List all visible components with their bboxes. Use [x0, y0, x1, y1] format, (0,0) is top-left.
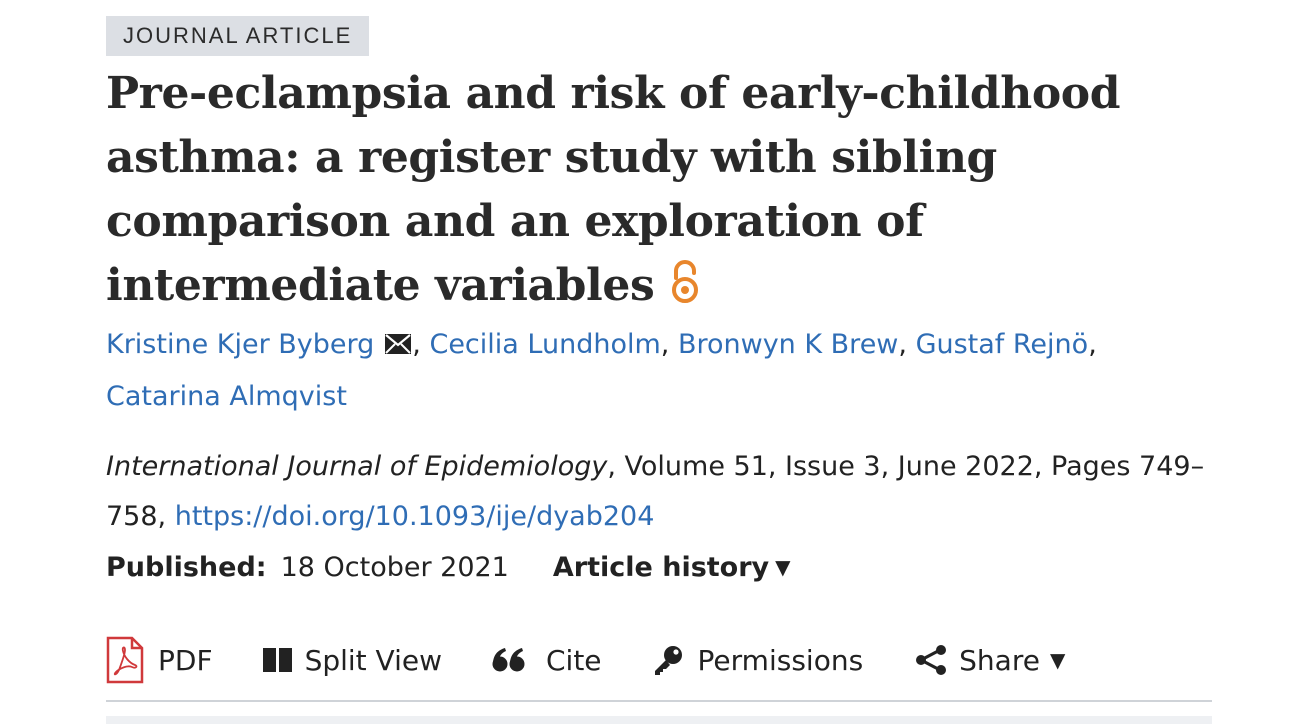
article-toolbar: PDF Split View Cite Permissions: [106, 632, 1065, 688]
share-button[interactable]: Share ▼: [915, 644, 1065, 677]
publication-info: Published: 18 October 2021 Article history…: [106, 542, 791, 592]
author-link[interactable]: Catarina Almqvist: [106, 381, 347, 412]
content-band: [106, 716, 1212, 724]
pdf-label: PDF: [158, 643, 213, 677]
published-label: Published:: [106, 552, 267, 583]
share-icon: [915, 645, 947, 675]
author-link[interactable]: Bronwyn K Brew: [677, 329, 899, 360]
doi-link[interactable]: https://doi.org/10.1093/ije/dyab204: [174, 501, 655, 532]
article-title-text: Pre-eclampsia and risk of early-childhoo…: [106, 68, 1121, 311]
split-view-button[interactable]: Split View: [262, 643, 442, 677]
article-history-label: Article history: [552, 552, 770, 583]
key-icon: [652, 644, 684, 676]
quote-icon: [492, 647, 526, 673]
citation-details: , Volume 51, Issue 3, June 2022, Pages 7…: [106, 451, 1205, 532]
published-date: 18 October 2021: [280, 552, 509, 583]
article-title: Pre-eclampsia and risk of early-childhoo…: [106, 62, 1226, 322]
article-history-toggle[interactable]: Article history ▼: [553, 542, 791, 593]
citation-block: International Journal of Epidemiology, V…: [106, 442, 1226, 542]
split-view-icon: [262, 647, 293, 673]
caret-down-icon: ▼: [1049, 648, 1066, 672]
permissions-button[interactable]: Permissions: [652, 643, 864, 677]
author-link[interactable]: Kristine Kjer Byberg: [106, 329, 375, 360]
article-type-badge: JOURNAL ARTICLE: [106, 16, 370, 56]
permissions-label: Permissions: [697, 643, 864, 677]
journal-name[interactable]: International Journal of Epidemiology: [106, 451, 608, 482]
split-view-label: Split View: [304, 643, 442, 677]
author-link[interactable]: Cecilia Lundholm: [429, 329, 661, 360]
toolbar-divider: [106, 700, 1212, 702]
cite-button[interactable]: Cite: [492, 644, 602, 677]
share-label: Share: [959, 643, 1040, 677]
author-link[interactable]: Gustaf Rejnö: [915, 329, 1089, 360]
author-list: Kristine Kjer Byberg, Cecilia Lundholm, …: [106, 320, 1226, 422]
author-separator: ,: [898, 329, 916, 360]
pdf-icon: [106, 636, 144, 684]
caret-down-icon: ▼: [775, 555, 791, 579]
email-icon[interactable]: [384, 322, 412, 372]
author-separator: ,: [412, 329, 430, 360]
author-separator: ,: [660, 329, 678, 360]
pdf-button[interactable]: PDF: [106, 636, 213, 684]
open-access-lock-icon: [670, 258, 700, 322]
author-separator: ,: [1088, 329, 1097, 360]
cite-label: Cite: [546, 643, 602, 677]
